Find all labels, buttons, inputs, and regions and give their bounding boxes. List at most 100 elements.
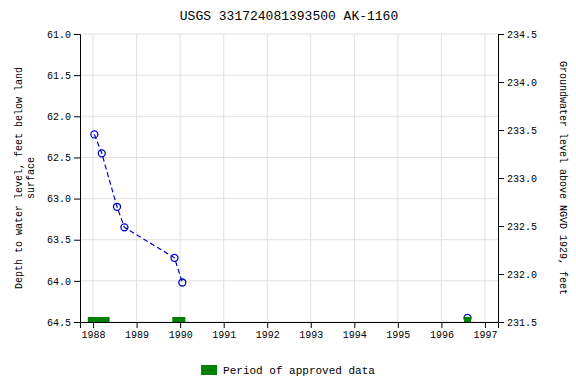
point xyxy=(98,150,105,157)
tick-mark xyxy=(498,34,504,35)
tick: 63.0 xyxy=(47,194,80,205)
tick-mark xyxy=(74,116,80,117)
approved-bar xyxy=(464,317,471,322)
tick: 234.0 xyxy=(498,78,537,89)
tick: 233.0 xyxy=(498,174,537,185)
tick: 1997 xyxy=(473,322,497,341)
line xyxy=(94,134,182,282)
legend-label: Period of approved data xyxy=(223,365,375,377)
grid-line xyxy=(223,34,224,322)
tick-mark xyxy=(224,322,225,328)
point xyxy=(91,131,98,138)
grid-line xyxy=(441,34,442,322)
tick-mark xyxy=(137,322,138,328)
tick-mark xyxy=(498,274,504,275)
tick-mark xyxy=(267,322,268,328)
tick-label: 61.0 xyxy=(47,30,71,41)
y-axis-title-line: surface xyxy=(26,157,37,199)
grid-line xyxy=(80,239,498,240)
tick-label: 63.0 xyxy=(47,194,71,205)
tick-mark xyxy=(498,226,504,227)
tick: 232.5 xyxy=(498,222,537,233)
tick-mark xyxy=(93,322,94,328)
tick-mark xyxy=(74,75,80,76)
tick-label: 1996 xyxy=(430,330,454,341)
legend-item: Period of approved data xyxy=(201,365,375,377)
tick-label: 64.5 xyxy=(47,318,71,329)
grid-line xyxy=(80,280,498,281)
grid-line xyxy=(93,34,94,322)
approved-bar xyxy=(88,317,110,322)
tick: 234.5 xyxy=(498,30,537,41)
tick-mark xyxy=(498,130,504,131)
axis-line xyxy=(81,323,499,329)
grid-line xyxy=(397,34,398,322)
tick: 1992 xyxy=(256,322,280,341)
tick-mark xyxy=(311,322,312,328)
tick-label: 63.5 xyxy=(47,235,71,246)
point xyxy=(179,279,186,286)
tick: 1993 xyxy=(299,322,323,341)
tick: 231.5 xyxy=(498,318,537,329)
x-axis: 1988 1989 1990 1991 1992 1993 1994 1995 1996 1997 xyxy=(81,322,499,341)
tick: 62.5 xyxy=(47,153,80,164)
y-axis: 61.061.562.062.563.063.564.064.5 xyxy=(47,30,81,329)
point xyxy=(121,224,128,231)
chart: 1988 1989 1990 1991 1992 1993 1994 1995 1996 1997… xyxy=(0,0,576,384)
tick: 1989 xyxy=(125,322,149,341)
tick-label: 232.0 xyxy=(507,270,537,281)
y-axis-title: Depth to water level, feet below landsur… xyxy=(14,67,37,289)
grid-line xyxy=(80,116,498,117)
tick-mark xyxy=(180,322,181,328)
tick-mark xyxy=(441,322,442,328)
tick-label: 64.0 xyxy=(47,277,71,288)
axis-line xyxy=(499,35,505,323)
grid-line xyxy=(310,34,311,322)
tick-mark xyxy=(74,34,80,35)
tick: 61.0 xyxy=(47,30,80,41)
tick: 1994 xyxy=(343,322,367,341)
tick: 1995 xyxy=(386,322,410,341)
tick-label: 1988 xyxy=(82,330,106,341)
grid-line xyxy=(80,198,498,199)
y2-axis: 231.5 232.0 232.5 233.0 233.5 234.0 234.5 xyxy=(498,30,537,329)
tick-label: 234.0 xyxy=(507,78,537,89)
bars xyxy=(88,317,471,322)
tick: 63.5 xyxy=(47,235,80,246)
tick-mark xyxy=(485,322,486,328)
tick-label: 233.0 xyxy=(507,174,537,185)
tick-label: 1997 xyxy=(473,330,497,341)
tick-label: 234.5 xyxy=(507,30,537,41)
grid-line xyxy=(484,34,485,322)
tick-label: 1989 xyxy=(125,330,149,341)
tick: 232.0 xyxy=(498,270,537,281)
marks xyxy=(88,131,471,322)
grid-line xyxy=(354,34,355,322)
grid-line xyxy=(80,34,498,35)
tick-mark xyxy=(74,199,80,200)
tick-mark xyxy=(74,240,80,241)
tick-label: 61.5 xyxy=(47,71,71,82)
grid-line xyxy=(80,157,498,158)
tick-label: 1990 xyxy=(169,330,193,341)
point xyxy=(114,203,121,210)
tick-mark xyxy=(74,157,80,158)
tick: 233.5 xyxy=(498,126,537,137)
point xyxy=(171,254,178,261)
tick-mark xyxy=(354,322,355,328)
tick-mark xyxy=(498,178,504,179)
tick-label: 231.5 xyxy=(507,318,537,329)
tick-mark xyxy=(498,82,504,83)
axis-line xyxy=(74,35,81,323)
tick: 61.5 xyxy=(47,71,80,82)
y-axis-title-line: Depth to water level, feet below land xyxy=(14,67,25,289)
legend-swatch xyxy=(201,365,217,375)
tick-mark xyxy=(74,281,80,282)
tick: 1996 xyxy=(430,322,454,341)
tick-label: 1991 xyxy=(212,330,236,341)
tick: 1991 xyxy=(212,322,236,341)
y2-axis-title: Groundwater level above NGVD 1929, feet xyxy=(557,61,568,295)
tick-label: 1994 xyxy=(343,330,367,341)
grid-line xyxy=(267,34,268,322)
grid xyxy=(80,34,498,322)
